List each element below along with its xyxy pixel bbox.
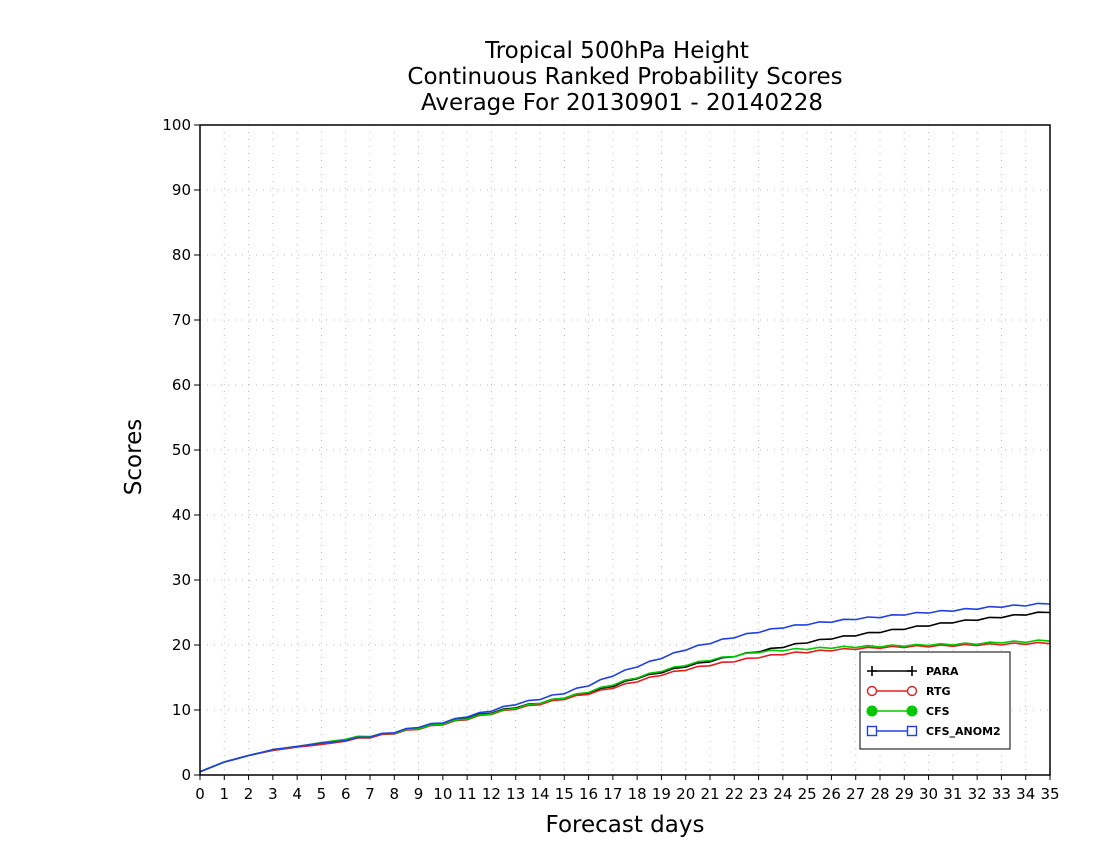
- title-line-3: Average For 20130901 - 20140228: [421, 90, 823, 116]
- series-line-cfs: [199, 639, 1051, 773]
- x-tick-label: 3: [268, 785, 278, 803]
- y-tick-label: 40: [172, 506, 191, 524]
- x-tick-label: 23: [749, 785, 768, 803]
- y-tick-label: 60: [172, 376, 191, 394]
- y-tick-label: 100: [162, 116, 191, 134]
- x-tick-label: 34: [1016, 785, 1035, 803]
- y-tick-label: 80: [172, 246, 191, 264]
- x-tick-label: 24: [773, 785, 792, 803]
- y-tick-label: 50: [172, 441, 191, 459]
- title-line-2: Continuous Ranked Probability Scores: [407, 64, 842, 90]
- legend-label-para: PARA: [926, 665, 959, 678]
- x-tick-label: 35: [1040, 785, 1059, 803]
- legend-label-rtg: RTG: [926, 685, 951, 698]
- x-tick-label: 6: [341, 785, 351, 803]
- legend-marker-rtg: [906, 685, 918, 697]
- x-tick-label: 20: [676, 785, 695, 803]
- x-tick-label: 26: [822, 785, 841, 803]
- plot-frame: [199, 124, 1051, 776]
- x-tick-label: 7: [365, 785, 375, 803]
- x-tick-label: 0: [195, 785, 205, 803]
- y-tick-label: 20: [172, 636, 191, 654]
- legend-box: [859, 651, 1011, 750]
- x-axis-ticks: 0 1 2 3 4 5 6 7 8 9 10 11 12 13 14 15 16 17 18 19 20 21 22 23 24…: [195, 775, 1060, 803]
- x-tick-label: 21: [700, 785, 719, 803]
- x-tick-label: 9: [414, 785, 424, 803]
- x-tick-label: 4: [292, 785, 302, 803]
- x-tick-label: 2: [244, 785, 254, 803]
- legend-label-cfs-anom2: CFS_ANOM2: [926, 725, 1001, 738]
- x-tick-label: 25: [798, 785, 817, 803]
- y-axis-ticks: 0 10 20 30 40 50 60 70 80 90 100: [162, 116, 200, 784]
- x-tick-label: 16: [579, 785, 598, 803]
- x-tick-label: 28: [870, 785, 889, 803]
- legend-marker-para: [907, 666, 917, 676]
- legend-marker-cfs-anom2: [906, 725, 918, 737]
- y-tick-label: 70: [172, 311, 191, 329]
- legend-label-cfs: CFS: [926, 705, 950, 718]
- x-tick-label: 19: [652, 785, 671, 803]
- series-line-cfs-anom2: [199, 602, 1051, 773]
- x-tick-label: 8: [390, 785, 400, 803]
- x-tick-label: 33: [992, 785, 1011, 803]
- x-tick-label: 11: [458, 785, 477, 803]
- legend: PARA RTG CFS CFS_ANOM2: [859, 651, 1011, 750]
- x-tick-label: 14: [530, 785, 549, 803]
- y-tick-label: 90: [172, 181, 191, 199]
- x-tick-label: 12: [482, 785, 501, 803]
- x-axis-label: Forecast days: [546, 812, 705, 838]
- x-tick-label: 18: [628, 785, 647, 803]
- x-tick-label: 27: [846, 785, 865, 803]
- y-tick-label: 30: [172, 571, 191, 589]
- legend-marker-cfs-anom2: [866, 725, 878, 737]
- legend-marker-cfs: [866, 705, 878, 717]
- x-tick-label: 5: [317, 785, 327, 803]
- y-tick-label: 0: [181, 766, 191, 784]
- x-tick-label: 1: [220, 785, 230, 803]
- chart-title: Tropical 500hPa Height Continuous Ranked…: [407, 38, 842, 116]
- x-tick-label: 30: [919, 785, 938, 803]
- y-tick-label: 10: [172, 701, 191, 719]
- legend-marker-cfs: [906, 705, 918, 717]
- x-tick-label: 17: [603, 785, 622, 803]
- title-line-1: Tropical 500hPa Height: [484, 38, 749, 64]
- legend-marker-para: [867, 666, 877, 676]
- legend-marker-rtg: [866, 685, 878, 697]
- series-lines: [199, 602, 1051, 773]
- x-tick-label: 31: [943, 785, 962, 803]
- x-tick-label: 13: [506, 785, 525, 803]
- x-tick-label: 22: [725, 785, 744, 803]
- x-tick-label: 32: [968, 785, 987, 803]
- x-tick-label: 29: [895, 785, 914, 803]
- x-tick-label: 10: [433, 785, 452, 803]
- x-tick-label: 15: [555, 785, 574, 803]
- y-axis-label: Scores: [121, 419, 147, 495]
